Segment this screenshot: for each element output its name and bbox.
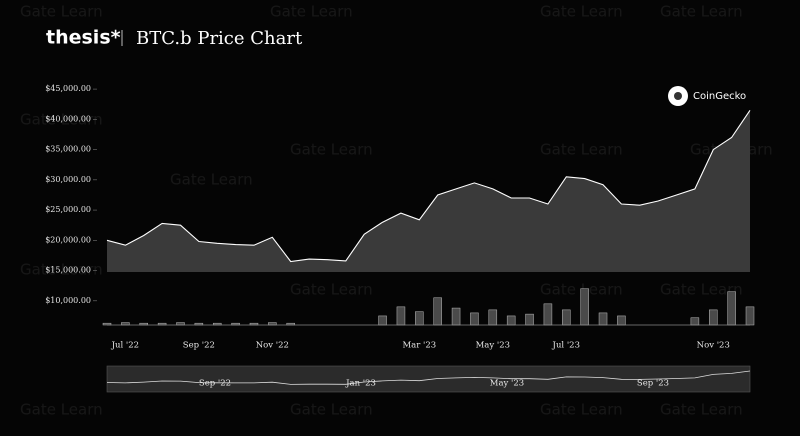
navigator-label: Sep '22 — [199, 379, 231, 389]
price-line — [106, 109, 751, 263]
watermark: Gate Learn — [540, 3, 623, 21]
volume-bar — [598, 312, 608, 326]
price-area — [107, 110, 750, 272]
volume-bar — [378, 315, 387, 326]
volume-bar — [690, 317, 700, 326]
y-tick-label: $40,000.00 — [45, 114, 91, 123]
volume-bar — [543, 303, 553, 326]
navigator-label: May '23 — [490, 379, 524, 389]
x-tick-label: Jul '22 — [111, 341, 139, 351]
watermark: Gate Learn — [660, 401, 743, 419]
watermark: Gate Learn — [540, 141, 623, 159]
x-tick-label: Mar '23 — [402, 341, 436, 351]
watermark: Gate Learn — [270, 3, 353, 21]
y-tick-label: $10,000.00 — [45, 296, 91, 305]
navigator-line — [106, 370, 751, 385]
x-tick-label: Nov '23 — [697, 341, 730, 351]
navigator-label: Jan '23 — [345, 379, 376, 389]
y-tick-label: $30,000.00 — [45, 175, 91, 184]
watermark: Gate Learn — [290, 141, 373, 159]
volume-bar — [727, 291, 736, 326]
volume-bar — [745, 306, 755, 326]
volume-bar — [451, 307, 461, 326]
watermark: Gate Learn — [20, 261, 103, 279]
source-icon-eye — [674, 92, 682, 100]
volume-bar — [433, 297, 442, 326]
y-tick-label: $25,000.00 — [45, 205, 91, 214]
y-tick-label: $45,000.00 — [45, 84, 91, 93]
volume-bar — [709, 309, 718, 326]
volume-bar — [488, 309, 498, 326]
watermark: Gate Learn — [660, 3, 743, 21]
logo: thesis* — [46, 27, 121, 49]
watermark: Gate Learn — [290, 281, 373, 299]
volume-bar — [415, 311, 424, 326]
y-tick-label: $20,000.00 — [45, 235, 91, 244]
volume-bar — [470, 312, 479, 326]
x-tick-label: Sep '22 — [183, 341, 215, 351]
watermark: Gate Learn — [290, 401, 373, 419]
watermark: Gate Learn — [20, 111, 103, 129]
volume-bar — [580, 288, 589, 326]
volume-bar — [617, 315, 626, 326]
volume-bar — [525, 313, 534, 326]
watermark: Gate Learn — [20, 3, 103, 21]
watermark: Gate Learn — [660, 281, 743, 299]
watermark: Gate Learn — [540, 401, 623, 419]
navigator-label: Sep '23 — [637, 379, 669, 389]
chart-title: BTC.b Price Chart — [136, 28, 303, 49]
y-tick-label: $35,000.00 — [45, 145, 91, 154]
watermark: Gate Learn — [20, 401, 103, 419]
volume-bar — [506, 315, 516, 326]
x-tick-label: Nov '22 — [256, 341, 289, 351]
y-tick-label: $15,000.00 — [45, 266, 91, 275]
x-tick-label: Jul '23 — [552, 341, 580, 351]
watermark: Gate Learn — [170, 171, 253, 189]
volume-bar — [396, 306, 406, 326]
volume-bar — [562, 309, 571, 326]
x-tick-label: May '23 — [476, 341, 510, 351]
source-label: CoinGecko — [693, 91, 746, 102]
